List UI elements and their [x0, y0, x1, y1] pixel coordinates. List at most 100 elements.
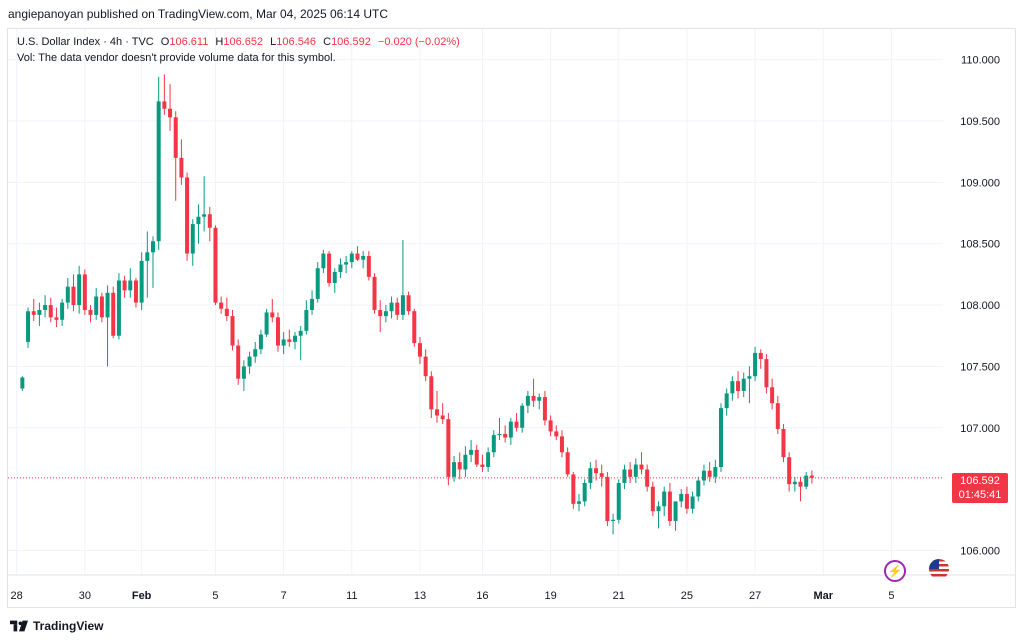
candle-body [207, 214, 212, 228]
candle-body [787, 457, 792, 485]
candle [77, 265, 82, 314]
time-tick-label: 11 [346, 590, 357, 602]
candle-body [764, 359, 769, 388]
bolt-icon[interactable]: ⚡ [884, 560, 906, 582]
price-chart[interactable]: 110.000 109.500 109.000 108.500 108.000 107.5… [8, 29, 1016, 607]
chart-frame [7, 28, 1016, 608]
candle-body [139, 260, 144, 303]
candle-body [452, 462, 457, 477]
candle-body [162, 101, 167, 109]
candle [349, 251, 354, 269]
candle-body [804, 475, 809, 487]
candle [310, 290, 315, 315]
candle-body [315, 268, 320, 299]
candle [741, 372, 746, 398]
candle [151, 236, 155, 288]
candle [452, 455, 457, 482]
candle-body [792, 481, 797, 485]
candle-body [548, 420, 553, 432]
candle-body [310, 298, 315, 310]
candle [202, 176, 207, 232]
candle-body [258, 334, 263, 350]
candle [559, 430, 564, 458]
us-flag-icon[interactable] [929, 559, 949, 579]
candle-body [565, 452, 570, 475]
candle-body [514, 421, 519, 428]
candle-body [31, 311, 36, 315]
candle-body [128, 280, 133, 291]
candle [304, 300, 309, 335]
candle-body [361, 255, 366, 260]
candle [116, 273, 121, 340]
candle-body [378, 309, 383, 317]
candle-body [247, 356, 252, 367]
candle-body [321, 253, 326, 269]
price-tick-label: 110.000 [961, 55, 1000, 67]
candle [770, 378, 775, 410]
candle-body [168, 108, 173, 118]
candle [667, 482, 672, 526]
time-axis[interactable]: 28 30 Feb 5 7 11 13 16 19 21 25 27 Mar 5 [11, 590, 895, 602]
price-tick-label: 108.500 [960, 239, 1000, 251]
candle-body [736, 381, 741, 391]
time-tick-label: Feb [132, 590, 152, 602]
candle-body [594, 468, 599, 474]
candle [491, 430, 496, 458]
publish-info: angiepanoyan published on TradingView.co… [8, 7, 389, 21]
candle [99, 292, 104, 323]
candle-body [673, 501, 678, 522]
candle-body [457, 462, 462, 470]
candle-body [133, 280, 138, 303]
candle-body [435, 409, 439, 416]
candle-body [542, 397, 547, 421]
candle-body [446, 419, 451, 477]
price-tick-label: 108.000 [960, 300, 1000, 312]
candle-body [537, 397, 542, 401]
candle [474, 444, 479, 468]
candle [787, 452, 792, 492]
candle [173, 111, 178, 201]
candle [679, 489, 684, 508]
candle [224, 297, 229, 322]
symbol-label[interactable]: U.S. Dollar Index · 4h · TVC [17, 36, 154, 48]
candle [537, 393, 542, 410]
candle-body [707, 470, 712, 477]
candle-body [719, 408, 723, 468]
candle-body [809, 475, 814, 478]
candle-body [372, 276, 377, 310]
candle [185, 172, 190, 261]
candle-body [474, 449, 479, 465]
candle-body [94, 296, 99, 315]
candle-body [508, 421, 513, 438]
candle-body [679, 494, 684, 502]
candle [764, 354, 769, 394]
candle [713, 459, 718, 483]
candle [747, 366, 752, 404]
candle-body [662, 491, 667, 507]
candle-body [54, 317, 59, 320]
price-axis[interactable]: 110.000 109.500 109.000 108.500 108.000 107.5… [960, 55, 1000, 558]
candle-body [383, 311, 388, 317]
candle-body [389, 302, 394, 312]
candle [355, 246, 360, 261]
candle-body [202, 214, 207, 217]
candle [457, 452, 462, 480]
time-tick-label: Mar [813, 590, 833, 602]
candle [423, 349, 428, 382]
footer: TradingView [10, 616, 103, 636]
price-tick-label: 107.500 [960, 361, 1000, 373]
candle-body [758, 352, 763, 360]
candle-body [236, 345, 241, 379]
candle [809, 470, 814, 484]
candle [281, 332, 286, 355]
candle [26, 307, 31, 349]
candle [298, 325, 303, 361]
candle-body [684, 494, 689, 509]
candle [327, 251, 332, 287]
candle [287, 329, 292, 347]
candle-body [111, 292, 116, 336]
candle [696, 476, 701, 502]
candle-body [48, 305, 53, 318]
candle [338, 258, 343, 279]
candle-body [37, 309, 42, 315]
